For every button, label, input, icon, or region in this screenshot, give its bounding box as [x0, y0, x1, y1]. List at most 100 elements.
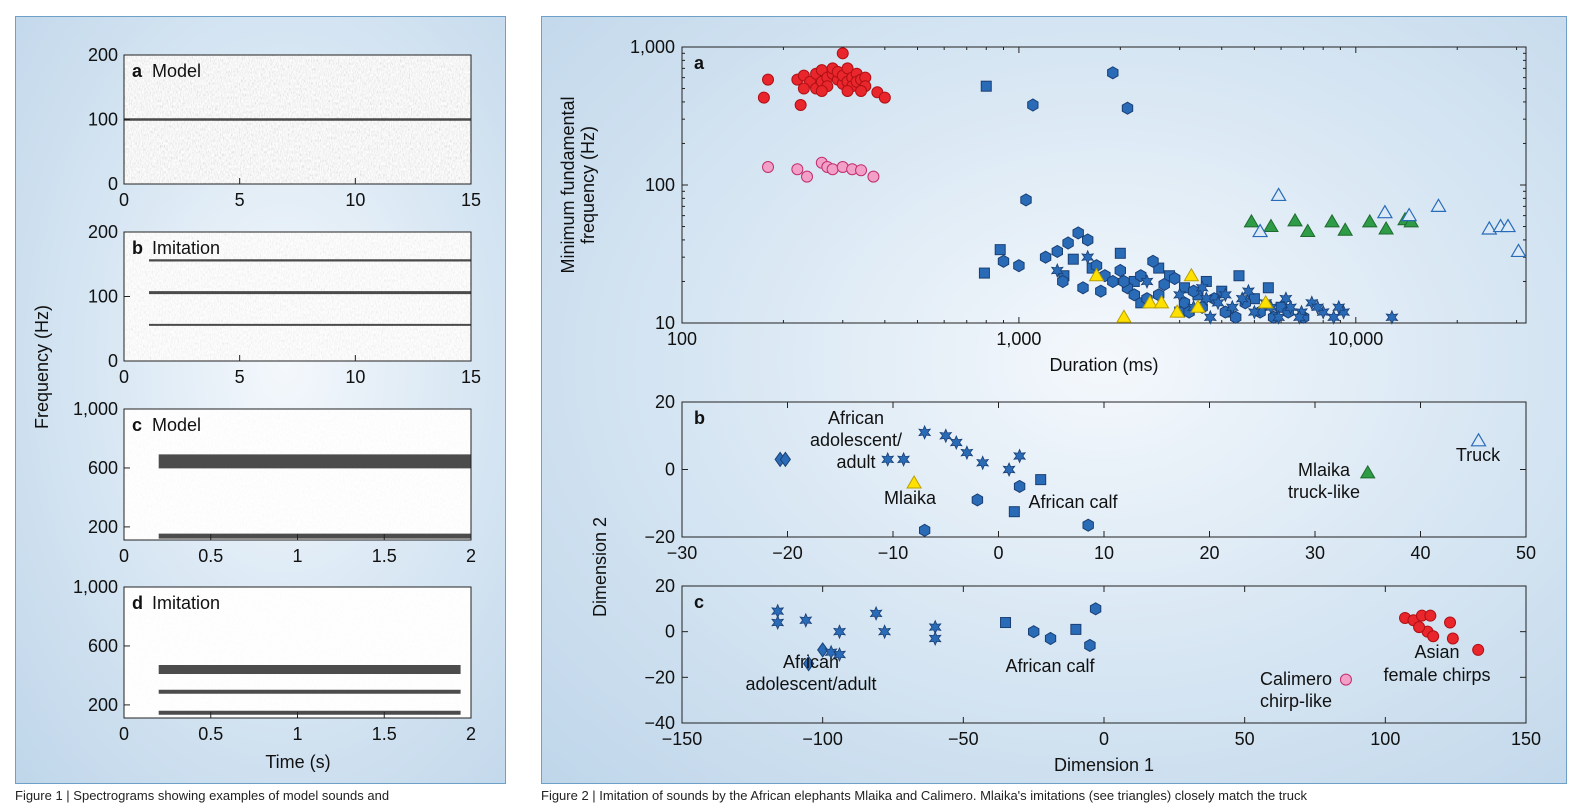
data-point: [855, 84, 868, 97]
data-point: [1062, 236, 1074, 250]
data-point: [1084, 638, 1096, 652]
data-point: [1158, 277, 1170, 292]
data-point: [1153, 294, 1170, 309]
data-point: [1013, 448, 1027, 464]
data-point: [1195, 280, 1209, 296]
data-point: [1376, 204, 1393, 219]
x-tick-label: 1: [292, 546, 302, 566]
data-point: [1107, 66, 1119, 80]
data-point: [1116, 309, 1132, 323]
annotation: African calf: [1028, 492, 1118, 512]
spectrogram-noise: [124, 587, 471, 718]
data-point: [928, 630, 942, 647]
data-point: [1044, 631, 1057, 646]
data-point: [1173, 287, 1187, 303]
series-african_star: [771, 603, 942, 663]
data-point: [1427, 630, 1440, 643]
data-point: [1218, 287, 1232, 303]
data-point: [1499, 218, 1517, 233]
x-tick-label: 0: [119, 724, 129, 744]
y-axis-label-line: Minimum fundamental: [558, 96, 578, 273]
y-tick-label: 600: [88, 636, 118, 656]
figure-2-caption: Figure 2 | Imitation of sounds by the Af…: [541, 788, 1307, 803]
data-point: [1470, 432, 1487, 447]
data-point: [779, 451, 792, 468]
dimension-2-label: Dimension 2: [590, 517, 610, 617]
data-point: [1114, 247, 1126, 259]
x-tick-label: 10,000: [1328, 329, 1383, 349]
data-point: [791, 163, 804, 176]
series-african_star: [1050, 249, 1399, 325]
annotation: African: [783, 652, 839, 672]
data-point: [1057, 274, 1069, 289]
data-point: [1000, 617, 1012, 629]
panel-letter: a: [132, 61, 143, 81]
y-tick-label: 10: [655, 313, 675, 333]
series-african_diamond: [802, 642, 829, 672]
data-point: [877, 624, 892, 640]
x-tick-label: 5: [235, 190, 245, 210]
data-point: [762, 161, 775, 174]
panel-letter: a: [694, 53, 705, 73]
x-tick-label: 50: [1235, 729, 1255, 749]
data-point: [1051, 244, 1063, 258]
data-point: [1401, 207, 1418, 222]
data-point: [1211, 295, 1225, 311]
data-point: [794, 98, 807, 111]
x-tick-label: 50: [1516, 543, 1536, 563]
data-point: [878, 91, 891, 104]
data-point: [1324, 213, 1340, 228]
data-point: [976, 455, 990, 471]
series-truck: [1470, 432, 1487, 447]
x-tick-label: 40: [1410, 543, 1430, 563]
data-point: [980, 80, 992, 92]
x-tick-label: 1: [292, 724, 302, 744]
series-african_hexagon: [919, 479, 1094, 537]
chart-panel-b: b−30 −20 −10 0 10 20 30 40 50−20020Africanadoles…: [644, 392, 1536, 563]
data-point: [1089, 602, 1102, 616]
y-axis-label-line: frequency (Hz): [578, 126, 598, 244]
x-tick-label: 2: [466, 724, 476, 744]
data-point: [1128, 288, 1140, 302]
data-point: [1039, 250, 1052, 264]
x-tick-label: 0: [119, 367, 129, 387]
annotation: Mlaika: [1298, 460, 1351, 480]
x-tick-label: 30: [1305, 543, 1325, 563]
panel-label: Imitation: [152, 593, 220, 613]
data-point: [939, 428, 953, 444]
data-point: [1361, 213, 1378, 228]
data-point: [799, 612, 813, 628]
data-point: [815, 84, 828, 97]
data-point: [1082, 518, 1094, 532]
data-point: [1225, 299, 1239, 315]
y-tick-label: 0: [108, 174, 118, 194]
figure-1-panel: a Model 0 100 200 0 5 10 15 b Imitation 0 100 200 0 5 10…: [15, 16, 506, 784]
series-mlaika: [906, 475, 922, 489]
data-point: [1243, 213, 1260, 228]
annotation: adolescent/: [810, 430, 902, 450]
data-point: [997, 254, 1010, 268]
series-african_diamond: [774, 451, 792, 468]
y-tick-label: −20: [644, 527, 675, 547]
data-point: [1153, 262, 1165, 274]
data-point: [1299, 223, 1316, 238]
data-point: [1107, 274, 1119, 289]
data-point: [1013, 259, 1025, 273]
annotation: adolescent/adult: [745, 674, 876, 694]
data-point: [869, 605, 883, 621]
data-point: [836, 47, 849, 60]
x-tick-label: 20: [1199, 543, 1219, 563]
x-tick-label: 0: [119, 546, 129, 566]
panel-label: Model: [152, 415, 201, 435]
data-point: [826, 163, 839, 176]
figure-1-caption: Figure 1 | Spectrograms showing examples…: [15, 788, 390, 803]
panel-letter: b: [132, 238, 143, 258]
data-point: [949, 434, 963, 451]
time-axis-label: Time (s): [265, 752, 330, 772]
annotation: Mlaika: [884, 488, 937, 508]
data-point: [1077, 281, 1089, 295]
x-axis-label: Dimension 1: [1054, 755, 1154, 775]
annotation: adult: [836, 452, 875, 472]
data-point: [1027, 98, 1039, 112]
